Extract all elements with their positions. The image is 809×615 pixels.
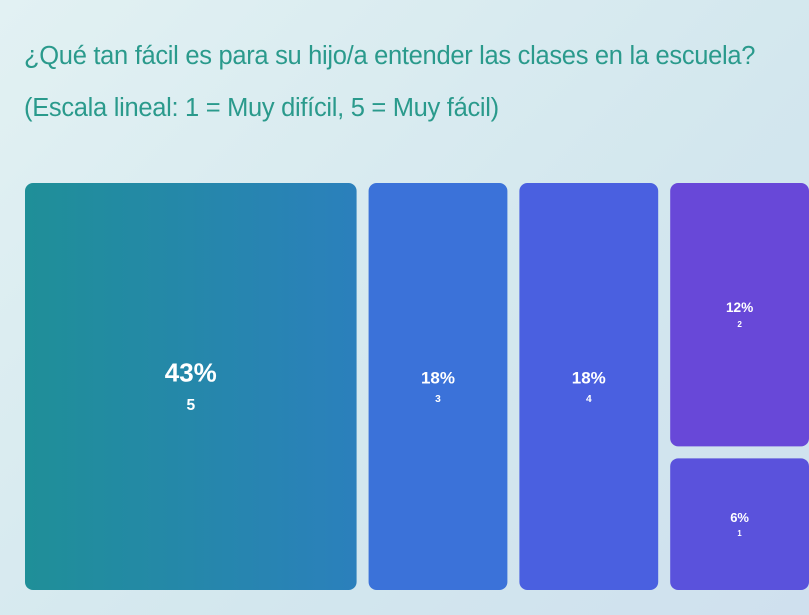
value-label: 18% (421, 368, 455, 387)
value-label: 43% (165, 358, 217, 388)
value-label: 12% (726, 300, 753, 315)
treemap-tile (670, 183, 809, 447)
value-label: 6% (730, 510, 749, 525)
value-label: 18% (572, 368, 606, 387)
category-label: 4 (586, 394, 592, 405)
treemap-tile (368, 183, 508, 590)
treemap-tile (670, 458, 809, 590)
treemap-tile (25, 183, 357, 590)
category-label: 2 (737, 320, 742, 329)
category-label: 1 (737, 529, 742, 538)
chart-title: ¿Qué tan fácil es para su hijo/a entende… (24, 42, 756, 122)
treemap-tile (519, 183, 659, 590)
category-label: 3 (435, 394, 441, 405)
category-label: 5 (186, 397, 195, 414)
